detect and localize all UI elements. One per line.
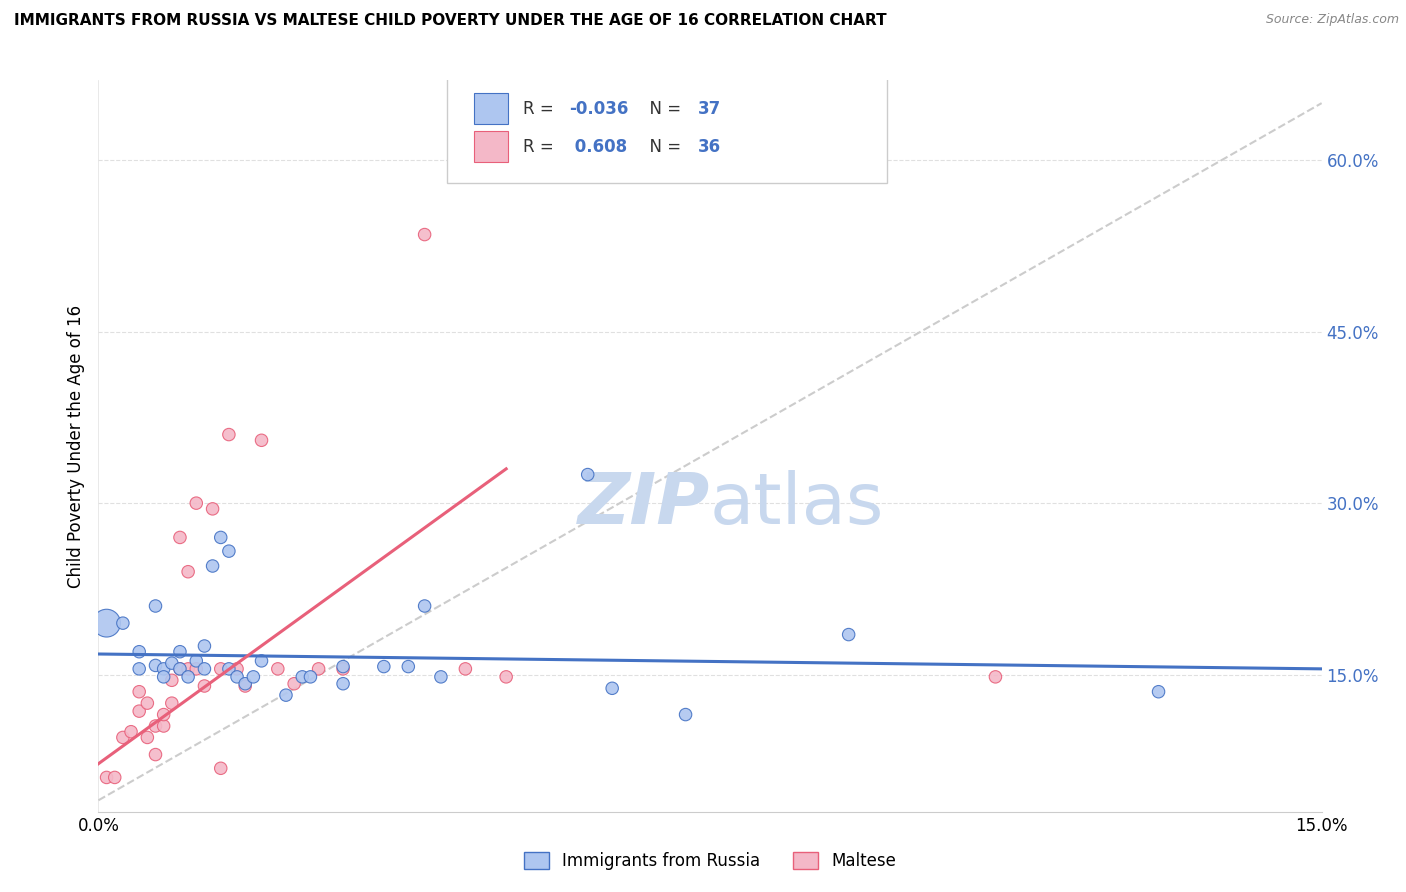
Point <box>283 676 305 690</box>
Point <box>160 696 183 710</box>
Point <box>308 662 330 676</box>
Point <box>675 707 697 722</box>
Point <box>233 676 256 690</box>
Text: R =: R = <box>523 100 558 118</box>
Point <box>152 707 174 722</box>
Point <box>96 616 118 631</box>
Point <box>332 659 354 673</box>
Text: N =: N = <box>640 138 686 156</box>
Point <box>136 696 159 710</box>
Point <box>267 662 290 676</box>
Point <box>332 676 354 690</box>
Point <box>169 530 191 544</box>
Point <box>299 670 322 684</box>
Point <box>186 654 208 668</box>
Point <box>160 673 183 688</box>
Point <box>104 771 127 785</box>
Point <box>209 662 232 676</box>
Point <box>186 496 208 510</box>
Point <box>152 719 174 733</box>
Point <box>145 599 167 613</box>
Point <box>495 670 517 684</box>
Point <box>218 544 240 558</box>
Point <box>128 662 150 676</box>
Point <box>177 670 200 684</box>
Legend: Immigrants from Russia, Maltese: Immigrants from Russia, Maltese <box>517 845 903 877</box>
Point <box>430 670 453 684</box>
Point <box>201 559 224 574</box>
Point <box>96 771 118 785</box>
Point <box>128 684 150 698</box>
Text: 36: 36 <box>697 138 721 156</box>
Point <box>250 654 273 668</box>
Point <box>396 659 419 673</box>
Point <box>128 645 150 659</box>
Point <box>160 656 183 670</box>
Point <box>413 227 436 242</box>
Text: 0.608: 0.608 <box>569 138 627 156</box>
Point <box>233 679 256 693</box>
Point <box>226 662 249 676</box>
Point <box>332 662 354 676</box>
Point <box>984 670 1007 684</box>
Point <box>209 530 232 544</box>
Point <box>120 724 142 739</box>
Text: 37: 37 <box>697 100 721 118</box>
Text: IMMIGRANTS FROM RUSSIA VS MALTESE CHILD POVERTY UNDER THE AGE OF 16 CORRELATION : IMMIGRANTS FROM RUSSIA VS MALTESE CHILD … <box>14 13 887 29</box>
Point <box>226 670 249 684</box>
Point <box>413 599 436 613</box>
Point <box>145 747 167 762</box>
Point <box>250 434 273 448</box>
Point <box>454 662 477 676</box>
Point <box>193 662 215 676</box>
Text: atlas: atlas <box>710 470 884 539</box>
Point <box>128 704 150 718</box>
Point <box>373 659 395 673</box>
Point <box>1147 684 1170 698</box>
Point <box>169 662 191 676</box>
FancyBboxPatch shape <box>447 73 887 183</box>
Point <box>193 639 215 653</box>
Point <box>145 719 167 733</box>
Point <box>111 731 134 745</box>
Point <box>274 688 297 702</box>
Point <box>600 681 623 696</box>
Point <box>576 467 599 482</box>
Point <box>177 662 200 676</box>
Point <box>291 670 314 684</box>
Point <box>136 731 159 745</box>
Point <box>177 565 200 579</box>
Point <box>218 662 240 676</box>
Point <box>218 427 240 442</box>
Y-axis label: Child Poverty Under the Age of 16: Child Poverty Under the Age of 16 <box>66 304 84 588</box>
Point <box>242 670 264 684</box>
Text: R =: R = <box>523 138 558 156</box>
Text: ZIP: ZIP <box>578 470 710 539</box>
Point <box>169 662 191 676</box>
Point <box>111 616 134 631</box>
Point <box>152 662 174 676</box>
Point <box>169 645 191 659</box>
Point <box>201 501 224 516</box>
Point <box>186 662 208 676</box>
Text: -0.036: -0.036 <box>569 100 628 118</box>
Bar <box>474 94 508 124</box>
Point <box>152 670 174 684</box>
Point <box>209 761 232 775</box>
Text: Source: ZipAtlas.com: Source: ZipAtlas.com <box>1265 13 1399 27</box>
Point <box>145 658 167 673</box>
Bar <box>474 131 508 162</box>
Point <box>838 627 860 641</box>
Text: N =: N = <box>640 100 686 118</box>
Point <box>193 679 215 693</box>
